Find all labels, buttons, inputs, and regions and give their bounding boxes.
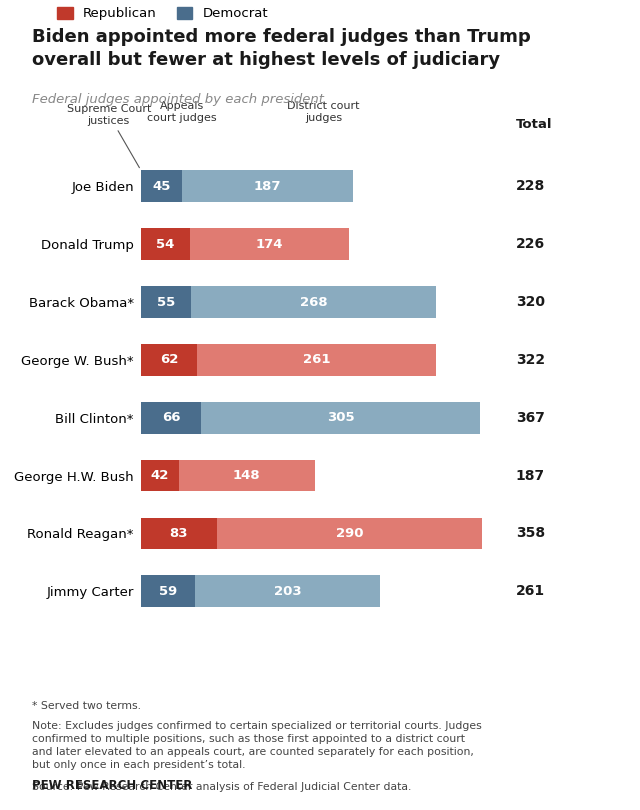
Text: 148: 148 (233, 469, 260, 482)
Text: 367: 367 (516, 411, 545, 424)
Text: 226: 226 (516, 237, 545, 251)
Bar (141, 228, 190, 260)
Text: 55: 55 (157, 296, 175, 309)
Bar (141, 402, 201, 433)
Text: Biden appointed more federal judges than Trump
overall but fewer at highest leve: Biden appointed more federal judges than… (32, 28, 531, 69)
Bar (141, 286, 191, 318)
Bar (195, 575, 380, 608)
Bar (191, 286, 436, 318)
Text: Appeals
court judges: Appeals court judges (147, 101, 217, 122)
Text: 54: 54 (156, 237, 175, 250)
Text: 187: 187 (516, 469, 545, 483)
Text: 83: 83 (170, 527, 188, 540)
Text: 305: 305 (327, 411, 355, 424)
Text: 320: 320 (516, 295, 545, 309)
Bar (201, 402, 480, 433)
Text: 228: 228 (516, 179, 545, 194)
Text: 42: 42 (151, 469, 169, 482)
Bar (217, 518, 482, 549)
Text: 174: 174 (256, 237, 284, 250)
Text: Total: Total (516, 118, 552, 131)
Text: PEW RESEARCH CENTER: PEW RESEARCH CENTER (32, 779, 193, 792)
Text: 187: 187 (253, 180, 281, 193)
Legend: Republican, Democrat: Republican, Democrat (51, 2, 274, 26)
Text: 261: 261 (303, 353, 330, 366)
Bar (190, 228, 349, 260)
Text: 261: 261 (516, 584, 545, 599)
Text: 45: 45 (152, 180, 170, 193)
Text: 290: 290 (335, 527, 363, 540)
Bar (141, 344, 198, 376)
Bar (141, 575, 195, 608)
Text: District court
judges: District court judges (287, 101, 360, 122)
Text: 62: 62 (160, 353, 179, 366)
Text: Note: Excludes judges confirmed to certain specialized or territorial courts. Ju: Note: Excludes judges confirmed to certa… (32, 721, 482, 770)
Text: 268: 268 (300, 296, 328, 309)
Text: Federal judges appointed by each president: Federal judges appointed by each preside… (32, 93, 324, 106)
Bar (198, 344, 436, 376)
Text: 322: 322 (516, 353, 545, 367)
Text: * Served two terms.: * Served two terms. (32, 701, 141, 710)
Text: Supreme Court
justices: Supreme Court justices (67, 104, 151, 168)
Bar (141, 518, 217, 549)
Text: 203: 203 (274, 585, 301, 598)
Bar (141, 460, 179, 492)
Text: 358: 358 (516, 526, 545, 540)
Bar (141, 170, 182, 202)
Text: Source: Pew Research Center analysis of Federal Judicial Center data.: Source: Pew Research Center analysis of … (32, 782, 412, 791)
Text: 66: 66 (162, 411, 180, 424)
Bar (179, 460, 314, 492)
Text: 59: 59 (159, 585, 177, 598)
Bar (182, 170, 353, 202)
